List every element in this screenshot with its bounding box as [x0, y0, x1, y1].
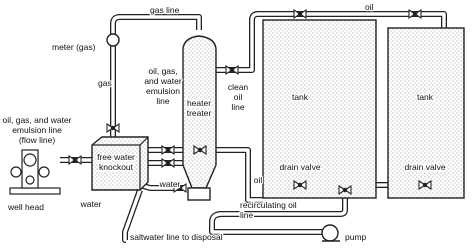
label: oil [365, 2, 374, 12]
label: drain valve [279, 162, 320, 172]
label: tank [417, 92, 434, 102]
valve-hub [72, 157, 78, 163]
label: oil, gas, and water [3, 115, 72, 125]
valve-hub [165, 160, 171, 166]
label: treater [187, 108, 212, 118]
label: water [80, 199, 102, 209]
label: oil [234, 92, 243, 102]
label: tank [292, 92, 309, 102]
valve-hub [412, 11, 418, 17]
valve-hub [110, 125, 116, 131]
well-head [9, 149, 61, 195]
valve-hub [165, 147, 171, 153]
label: gas line [150, 5, 180, 15]
label: well head [7, 202, 44, 212]
label: emulsion [146, 86, 180, 96]
pipe-core [111, 15, 201, 42]
label: knockout [99, 162, 134, 172]
tank [262, 19, 377, 199]
valve-hub [229, 67, 235, 73]
pipe-core [210, 190, 347, 234]
label: meter (gas) [52, 42, 96, 52]
heater-treater [182, 35, 217, 189]
valve-hub [177, 185, 183, 191]
valve-hub [297, 182, 303, 188]
pump [321, 224, 339, 242]
label: saltwater line to disposal [130, 232, 223, 242]
heater-base [187, 187, 211, 201]
knockout-edge [92, 136, 149, 190]
label: line [231, 102, 245, 112]
pipe-core [216, 12, 446, 72]
valve-hub [342, 187, 348, 193]
labels: gas line oil meter (gas) gas oil, gas,and wa… [1, 1, 447, 244]
tank [387, 27, 465, 199]
valve-hub [422, 182, 428, 188]
label: clean [228, 82, 249, 92]
pipe-core [123, 189, 142, 242]
valves [68, 8, 432, 196]
valve-hub [297, 11, 303, 17]
label: line [156, 96, 170, 106]
label: (flow line) [19, 135, 56, 145]
gas-meter [106, 33, 120, 47]
label: heater [187, 98, 211, 108]
label: line [240, 210, 254, 220]
knockout [91, 136, 149, 191]
label: pump [345, 232, 367, 242]
label: and water [144, 76, 181, 86]
label: emulsion line [12, 125, 62, 135]
valve-hub [197, 147, 203, 153]
label: gas [98, 78, 112, 88]
label: oil [254, 175, 263, 185]
label: drain valve [404, 162, 445, 172]
label: water [159, 179, 181, 189]
label: oil, gas, [148, 66, 177, 76]
label: recirculating oil [240, 200, 297, 210]
pipe-core [216, 148, 263, 202]
label: free water [97, 152, 135, 162]
